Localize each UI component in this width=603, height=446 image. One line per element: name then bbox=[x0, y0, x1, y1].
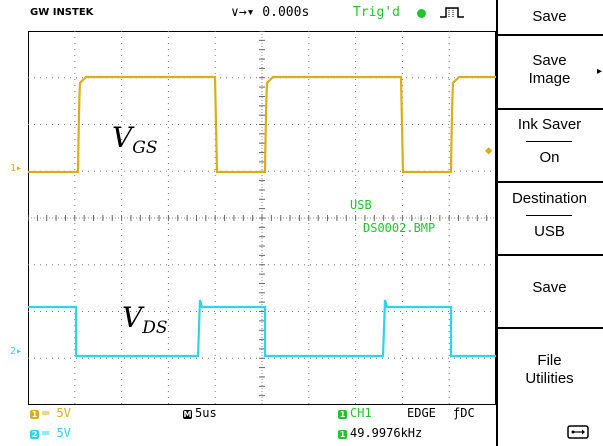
file-utilities-line2: Utilities bbox=[525, 370, 574, 387]
frequency-readout: 1 49.9976kHz bbox=[338, 426, 423, 440]
ink-saver-value[interactable]: On bbox=[539, 149, 560, 166]
destination-label[interactable]: Destination bbox=[511, 190, 588, 207]
menu-separator bbox=[496, 108, 603, 110]
usb-indicator: USB bbox=[350, 198, 372, 212]
vgs-label: VGS bbox=[112, 121, 158, 158]
bottom-status-bar: 1 ═ 5V 2 ═ 5V M 5us 1 CH1 EDGE ƒDC 1 49.9976k… bbox=[0, 405, 496, 446]
timebase-position: ∨→▾ 0.000s bbox=[231, 5, 310, 20]
ch1-scale: 1 ═ 5V bbox=[30, 406, 71, 420]
trigger-slope-coupling: ƒDC bbox=[453, 406, 475, 420]
destination-underline bbox=[526, 215, 572, 216]
submenu-arrow-icon: ▸ bbox=[597, 66, 603, 77]
ink-saver-underline bbox=[526, 141, 572, 142]
trigger-type: EDGE bbox=[407, 406, 436, 420]
file-utilities-button[interactable]: File Utilities bbox=[496, 352, 603, 388]
vds-label: VDS bbox=[122, 301, 168, 338]
save-button[interactable]: Save bbox=[532, 279, 567, 296]
menu-separator bbox=[496, 34, 603, 36]
timebase-scale: M 5us bbox=[183, 406, 217, 420]
ch2-scale: 2 ═ 5V bbox=[30, 426, 71, 440]
save-image-button[interactable]: Save Image bbox=[496, 52, 603, 88]
frequency-badge-icon: 1 bbox=[338, 430, 347, 439]
menu-separator bbox=[496, 327, 603, 329]
vds-waveform bbox=[28, 299, 496, 358]
trigger-status: Trig'd bbox=[353, 5, 400, 20]
trigger-source: 1 CH1 bbox=[338, 406, 372, 420]
destination-value[interactable]: USB bbox=[534, 223, 565, 240]
save-image-line1: Save bbox=[532, 52, 567, 69]
rising-edge-icon: ƒ bbox=[453, 406, 461, 420]
ink-saver-label[interactable]: Ink Saver bbox=[517, 116, 582, 133]
softkey-menu: Save Save Image ▸ Ink Saver On Destinati… bbox=[496, 0, 603, 446]
ch1-ground-marker: 1▸ bbox=[10, 163, 23, 174]
trigger-level-marker: ◆ bbox=[485, 143, 493, 157]
menu-separator bbox=[496, 181, 603, 183]
usb-device-icon bbox=[567, 425, 589, 439]
ch2-ground-marker: 2▸ bbox=[10, 346, 23, 357]
waveform-graticule bbox=[28, 31, 496, 405]
vgs-waveform bbox=[28, 75, 496, 174]
top-status-bar: GW INSTEK ∨→▾ 0.000s Trig'd bbox=[0, 0, 496, 24]
ch1-badge-icon: 1 bbox=[30, 410, 39, 419]
acquire-mode-icon bbox=[440, 7, 464, 18]
brand-logo: GW INSTEK bbox=[30, 7, 94, 18]
menu-title: Save bbox=[532, 8, 567, 25]
file-utilities-line1: File bbox=[537, 352, 562, 369]
trigger-led-icon bbox=[417, 9, 426, 18]
menu-separator bbox=[496, 254, 603, 256]
trigger-badge-icon: 1 bbox=[338, 410, 347, 419]
waveform-display: VGS VDS USB DS0002.BMP bbox=[28, 31, 496, 405]
saved-file-name: DS0002.BMP bbox=[363, 221, 436, 235]
ch2-badge-icon: 2 bbox=[30, 430, 39, 439]
timebase-badge-icon: M bbox=[183, 410, 192, 419]
menu-divider bbox=[496, 0, 498, 446]
save-image-line2: Image bbox=[528, 70, 571, 87]
